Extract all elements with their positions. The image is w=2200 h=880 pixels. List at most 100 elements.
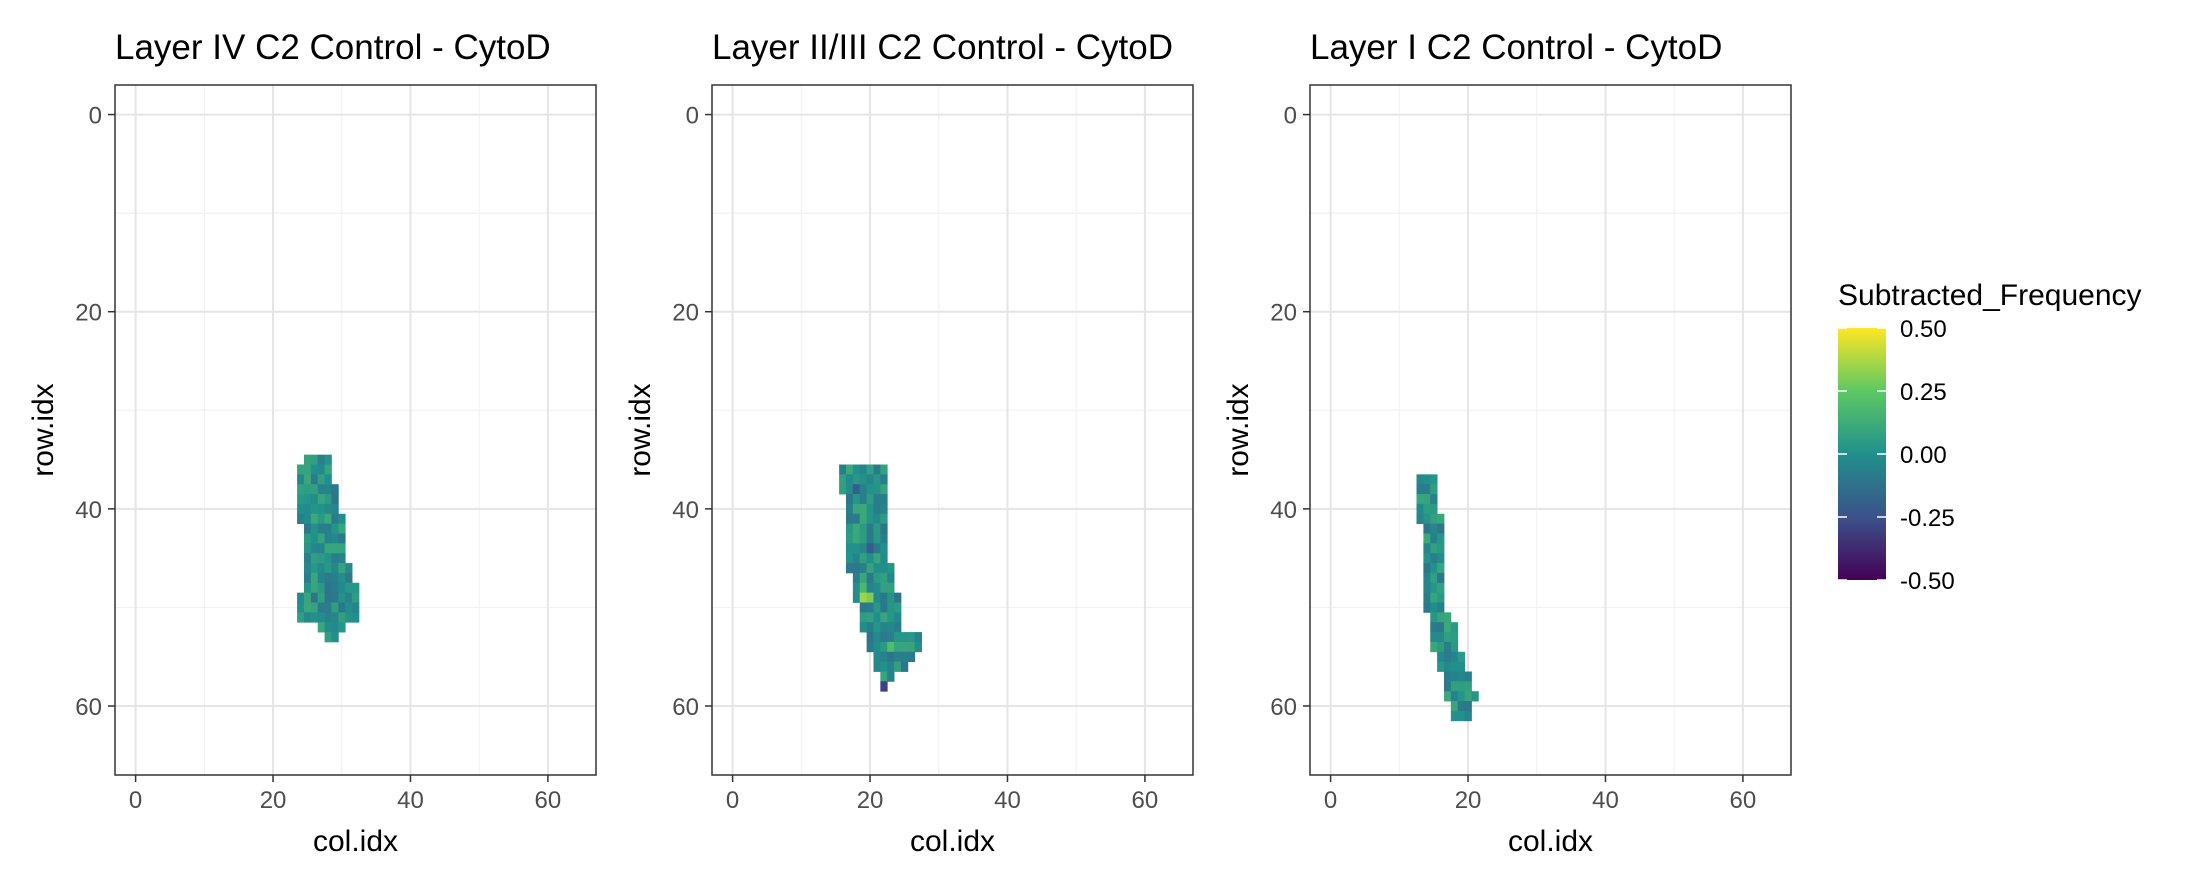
heatmap-cell	[1457, 661, 1466, 672]
heatmap-cell	[873, 484, 881, 495]
heatmap-cell	[331, 592, 339, 603]
heatmap-cell	[1416, 494, 1424, 505]
heatmap-cell	[1430, 543, 1438, 554]
heatmap-cell	[900, 641, 909, 653]
heatmap-cell	[303, 602, 312, 613]
heatmap-cell	[297, 484, 305, 495]
heatmap-cell	[880, 464, 888, 475]
heatmap-cell	[324, 543, 332, 554]
heatmap-cell	[303, 563, 312, 574]
heatmap-cell	[1464, 691, 1472, 702]
heatmap-cell	[331, 553, 339, 564]
heatmap-cell	[852, 543, 861, 554]
heatmap-cell	[317, 533, 325, 544]
heatmap-cell	[866, 632, 874, 643]
heatmap-cell	[859, 622, 868, 633]
heatmap-cell	[1430, 563, 1438, 574]
heatmap-cell	[331, 543, 339, 554]
heatmap-cell	[310, 563, 319, 574]
heatmap-cell	[338, 622, 346, 633]
x-tick-label: 20	[857, 787, 884, 814]
panel-title-layer-iv: Layer IV C2 Control - CytoD	[115, 28, 551, 67]
x-axis-title: col.idx	[1508, 825, 1593, 858]
heatmap-cell	[866, 563, 874, 574]
heatmap-cell	[310, 543, 319, 554]
x-tick-label: 20	[260, 787, 287, 814]
plot-area	[712, 85, 1193, 775]
heatmap-cell	[1423, 582, 1431, 594]
heatmap-cell	[303, 484, 312, 495]
heatmap-cell	[1430, 533, 1438, 544]
heatmap-cell	[1457, 651, 1466, 663]
heatmap-cell	[880, 602, 888, 613]
heatmap-cell	[852, 553, 861, 564]
heatmap-cell	[1423, 533, 1431, 544]
heatmap-cell	[303, 582, 312, 594]
heatmap-cell	[880, 582, 888, 594]
panel-layer-i: 0 20 40 60 0 20 40 60 Layer I C2 Control - CytoD…	[1222, 28, 1792, 858]
heatmap-cell	[907, 651, 916, 663]
heatmap-cell	[317, 563, 325, 574]
heatmap-cell	[873, 553, 881, 564]
x-tick-label: 0	[129, 787, 142, 814]
heatmap-cell	[1423, 494, 1431, 505]
heatmap-cell	[1437, 523, 1445, 534]
heatmap-cell	[887, 641, 895, 653]
heatmap-cell	[839, 474, 847, 485]
heatmap-cell	[310, 474, 319, 485]
heatmap-cell	[310, 503, 319, 515]
heatmap-cell	[845, 474, 854, 485]
heatmap-cell	[310, 533, 319, 544]
heatmap-cell	[310, 602, 319, 613]
heatmap-cell	[317, 484, 325, 495]
heatmap-cell	[1423, 474, 1431, 485]
y-axis-title: row.idx	[27, 383, 60, 476]
heatmap-cell	[894, 602, 902, 613]
heatmap-cell	[345, 563, 353, 574]
heatmap-cell	[887, 671, 895, 682]
x-tick-label: 0	[1324, 787, 1337, 814]
heatmap-cell	[866, 592, 874, 603]
heatmap-cell	[873, 474, 881, 485]
heatmap-cell	[852, 484, 861, 495]
x-axis-title: col.idx	[313, 825, 398, 858]
heatmap-cell	[859, 582, 868, 594]
heatmap-cell	[1437, 563, 1445, 574]
heatmap-cell	[900, 632, 909, 643]
heatmap-cell	[859, 602, 868, 613]
heatmap-cell	[1423, 592, 1431, 603]
plot-area	[1310, 85, 1791, 775]
heatmap-cell	[845, 523, 854, 534]
y-tick-label: 20	[672, 300, 699, 327]
heatmap-cell	[324, 484, 332, 495]
heatmap-cell	[866, 622, 874, 633]
y-tick-label: 60	[75, 694, 102, 721]
heatmap-cell	[1437, 622, 1445, 633]
heatmap-cell	[880, 572, 888, 584]
heatmap-cell	[310, 592, 319, 603]
x-tick-label: 40	[994, 787, 1021, 814]
heatmap-cell	[297, 513, 305, 525]
heatmap-cell	[873, 632, 881, 643]
heatmap-cell	[310, 464, 319, 475]
heatmap-cell	[297, 602, 305, 613]
heatmap-cell	[900, 651, 909, 663]
heatmap-cell	[873, 513, 881, 525]
heatmap-cell	[317, 474, 325, 485]
heatmap-cell	[845, 464, 854, 475]
heatmap-cell	[852, 464, 861, 475]
x-tick-label: 60	[1730, 787, 1757, 814]
heatmap-cell	[1471, 691, 1479, 702]
heatmap-cell	[852, 474, 861, 485]
heatmap-cell	[1437, 543, 1445, 554]
heatmap-cell	[880, 681, 888, 692]
heatmap-cell	[866, 543, 874, 554]
x-tick-label: 60	[535, 787, 562, 814]
heatmap-cell	[331, 503, 339, 515]
heatmap-cell	[880, 563, 888, 574]
heatmap-cell	[310, 612, 319, 623]
heatmap-cell	[866, 484, 874, 495]
y-tick-label: 0	[686, 103, 699, 130]
heatmap-cell	[845, 484, 854, 495]
x-tick-label: 20	[1455, 787, 1482, 814]
